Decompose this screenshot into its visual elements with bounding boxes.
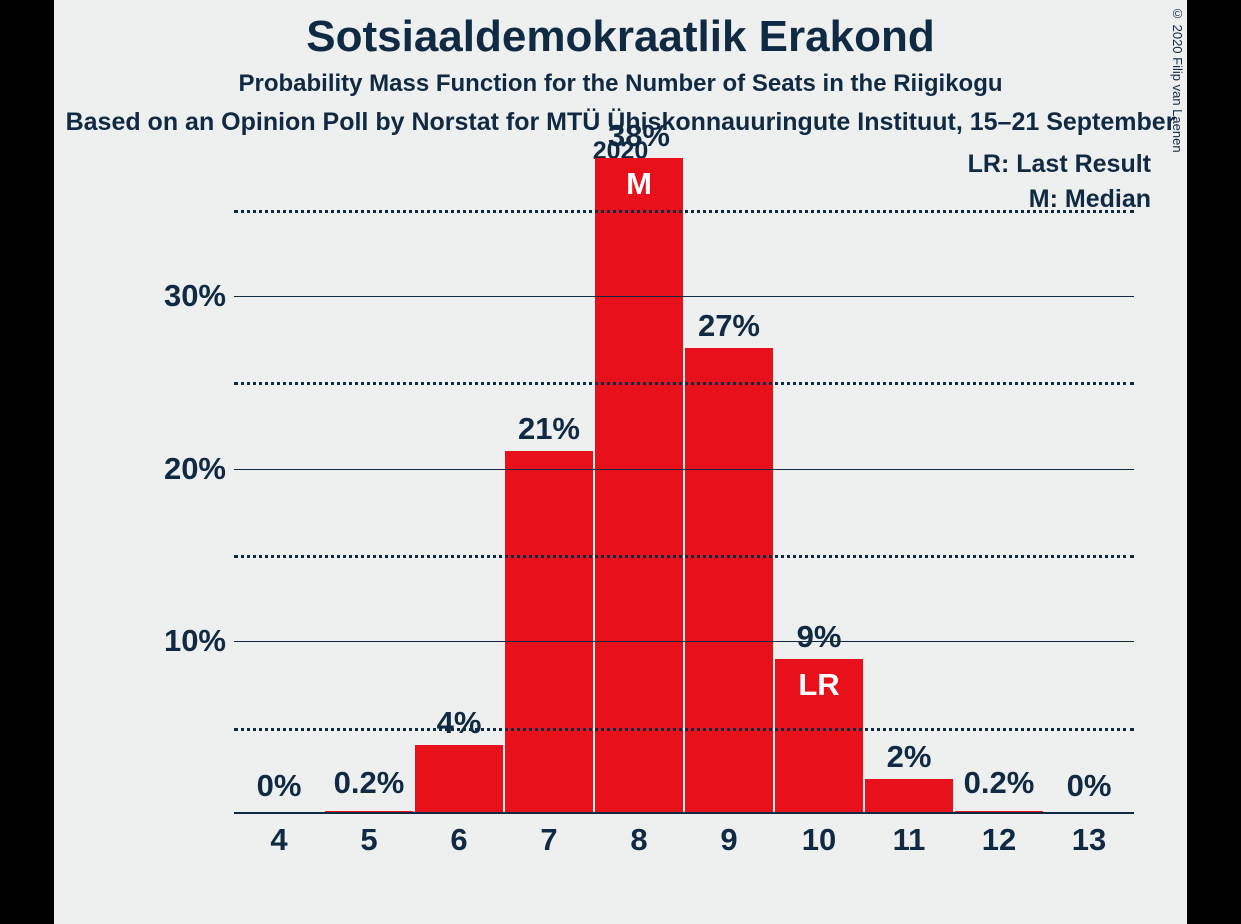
bar-value-label: 2%	[865, 739, 953, 779]
xtick-label: 7	[540, 822, 557, 858]
gridline-minor	[234, 555, 1134, 558]
gridline-minor	[234, 728, 1134, 731]
bar: 38%M	[595, 158, 683, 814]
bar-value-label: 4%	[415, 705, 503, 745]
bar-value-label: 0%	[1045, 768, 1133, 808]
xtick-label: 4	[270, 822, 287, 858]
gridline-minor	[234, 210, 1134, 213]
bar-value-label: 21%	[505, 411, 593, 451]
bar: 4%	[415, 745, 503, 814]
chart-frame: © 2020 Filip van Laenen Sotsiaaldemokraa…	[54, 0, 1187, 924]
bars-container: 0%0.2%4%21%38%M27%9%LR2%0.2%0%	[234, 158, 1134, 814]
plot-area: 0%0.2%4%21%38%M27%9%LR2%0.2%0% 10%20%30%…	[234, 158, 1134, 814]
bar-value-label: 27%	[685, 308, 773, 348]
xtick-label: 10	[802, 822, 836, 858]
gridline-major	[234, 469, 1134, 470]
bar: 21%	[505, 451, 593, 814]
bar-value-label: 0.2%	[955, 765, 1043, 805]
median-marker: M	[595, 166, 683, 202]
ytick-label: 10%	[164, 623, 226, 659]
xtick-label: 9	[720, 822, 737, 858]
xtick-label: 5	[360, 822, 377, 858]
xtick-label: 6	[450, 822, 467, 858]
chart-subtitle: Probability Mass Function for the Number…	[54, 70, 1187, 98]
gridline-major	[234, 296, 1134, 297]
bar-value-label: 9%	[775, 619, 863, 659]
ytick-label: 30%	[164, 278, 226, 314]
bar: 9%LR	[775, 659, 863, 814]
xtick-label: 12	[982, 822, 1016, 858]
xtick-label: 8	[630, 822, 647, 858]
gridline-major	[234, 641, 1134, 642]
last-result-marker: LR	[775, 667, 863, 703]
chart-title: Sotsiaaldemokraatlik Erakond	[54, 12, 1187, 62]
bar: 2%	[865, 779, 953, 814]
xtick-label: 13	[1072, 822, 1106, 858]
bar-value-label: 0%	[235, 768, 323, 808]
gridline-minor	[234, 382, 1134, 385]
ytick-label: 20%	[164, 451, 226, 487]
axis-baseline	[234, 812, 1134, 814]
bar-value-label: 0.2%	[325, 765, 413, 805]
bar-value-label: 38%	[595, 118, 683, 158]
xtick-label: 11	[893, 822, 926, 858]
bar: 27%	[685, 348, 773, 814]
